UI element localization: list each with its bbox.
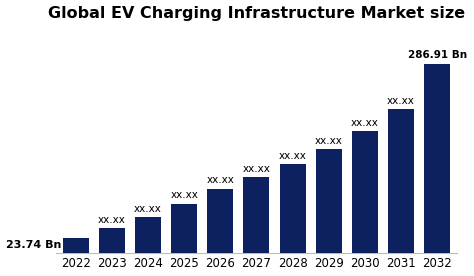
Title: Global EV Charging Infrastructure Market size: Global EV Charging Infrastructure Market… — [48, 6, 465, 20]
Bar — [207, 189, 233, 253]
Bar — [424, 64, 450, 253]
Bar — [135, 217, 161, 253]
Text: xx.xx: xx.xx — [351, 118, 379, 128]
Bar — [388, 109, 414, 253]
Text: xx.xx: xx.xx — [134, 204, 162, 214]
Text: 23.74 Bn: 23.74 Bn — [6, 240, 62, 250]
Bar — [99, 228, 125, 253]
Text: xx.xx: xx.xx — [279, 151, 307, 161]
Bar — [171, 204, 197, 253]
Bar — [244, 177, 270, 253]
Bar — [316, 149, 342, 253]
Text: xx.xx: xx.xx — [243, 164, 270, 174]
Text: xx.xx: xx.xx — [315, 136, 343, 146]
Text: xx.xx: xx.xx — [206, 175, 234, 185]
Bar — [280, 164, 306, 253]
Text: xx.xx: xx.xx — [170, 190, 198, 200]
Text: 286.91 Bn: 286.91 Bn — [408, 51, 467, 60]
Text: xx.xx: xx.xx — [387, 96, 415, 106]
Bar — [63, 238, 89, 253]
Bar — [352, 131, 378, 253]
Text: xx.xx: xx.xx — [98, 215, 126, 225]
